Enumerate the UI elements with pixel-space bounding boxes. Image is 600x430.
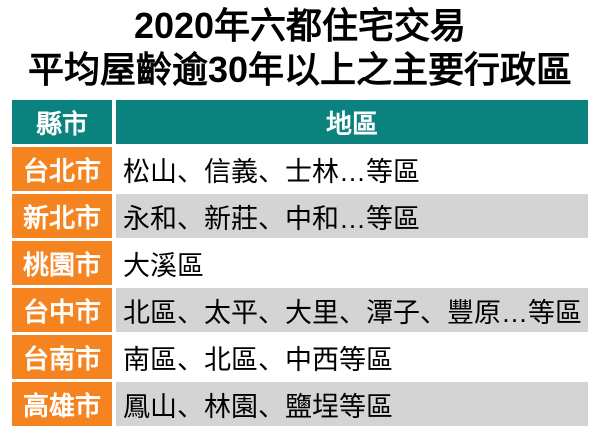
city-cell: 高雄市 [12,382,112,426]
district-cell: 南區、北區、中西等區 [116,335,588,379]
district-cell: 北區、太平、大里、潭子、豐原…等區 [116,288,588,332]
table-row-tainan: 台南市 南區、北區、中西等區 [12,335,588,379]
city-cell: 桃園市 [12,241,112,285]
table-row-taipei: 台北市 松山、信義、士林…等區 [12,147,588,191]
city-district-table: 縣市 地區 台北市 松山、信義、士林…等區 新北市 永和、新莊、中和…等區 桃園… [12,100,588,426]
city-cell: 台南市 [12,335,112,379]
table-row-new-taipei: 新北市 永和、新莊、中和…等區 [12,194,588,238]
page-title-line-2: 平均屋齡逾30年以上之主要行政區 [27,49,573,90]
city-cell: 新北市 [12,194,112,238]
page-title: 2020年六都住宅交易 平均屋齡逾30年以上之主要行政區 [0,4,600,92]
district-cell: 鳳山、林園、鹽埕等區 [116,382,588,426]
city-cell: 台中市 [12,288,112,332]
header-cell-district: 地區 [116,100,588,144]
district-cell: 永和、新莊、中和…等區 [116,194,588,238]
table-header-row: 縣市 地區 [12,100,588,144]
table-row-taichung: 台中市 北區、太平、大里、潭子、豐原…等區 [12,288,588,332]
table-row-taoyuan: 桃園市 大溪區 [12,241,588,285]
district-cell: 大溪區 [116,241,588,285]
table-row-kaohsiung: 高雄市 鳳山、林園、鹽埕等區 [12,382,588,426]
header-cell-city: 縣市 [12,100,112,144]
district-cell: 松山、信義、士林…等區 [116,147,588,191]
page-title-line-1: 2020年六都住宅交易 [133,5,467,46]
city-cell: 台北市 [12,147,112,191]
